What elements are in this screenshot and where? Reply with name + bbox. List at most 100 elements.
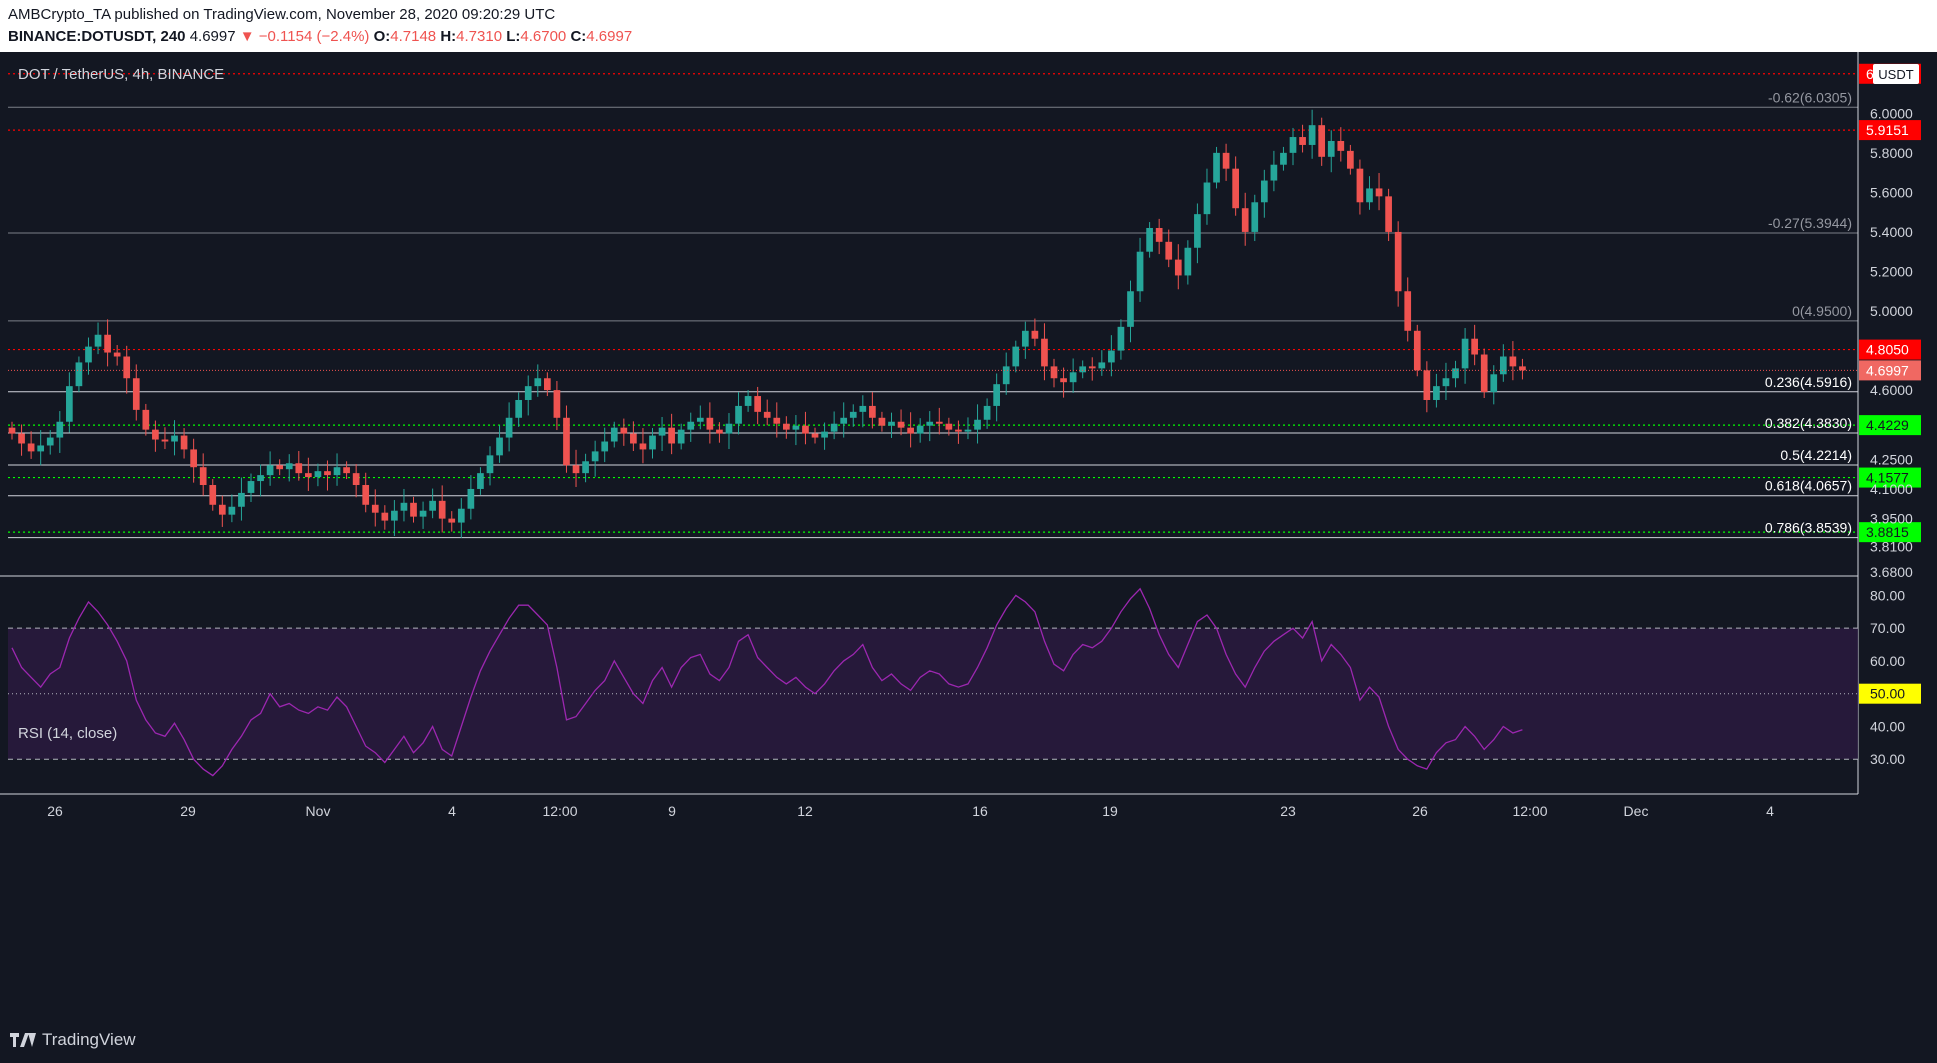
- price-tick-label: 3.6800: [1870, 564, 1913, 580]
- candle-body: [1375, 188, 1383, 197]
- time-tick-label: 29: [180, 803, 196, 819]
- candle-body: [448, 518, 456, 523]
- brand-name: TradingView: [42, 1030, 136, 1049]
- candle-body: [1442, 378, 1450, 387]
- candle-body: [362, 485, 370, 505]
- candle-body: [1347, 150, 1354, 169]
- time-axis[interactable]: 26 29 Nov 4 12:00 9 12 16 19 23 26 12:00 Dec 4: [47, 803, 1774, 819]
- candle-body: [1079, 366, 1087, 373]
- candle-body: [1241, 208, 1249, 232]
- candle-body: [534, 378, 542, 387]
- symbol-label: BINANCE:DOTUSDT, 240: [8, 28, 186, 45]
- level-tag: 5.9151: [1866, 122, 1909, 138]
- time-tick-label: Dec: [1624, 803, 1649, 819]
- fib-label: -0.27(5.3944): [1768, 215, 1852, 231]
- fib-label: -0.62(6.0305): [1768, 89, 1852, 105]
- candle-body: [1165, 241, 1173, 260]
- candle-body: [1088, 366, 1096, 369]
- candle-body: [840, 417, 848, 424]
- candle-body: [553, 390, 561, 418]
- candle-body: [1519, 366, 1526, 371]
- candle-body: [1021, 330, 1029, 347]
- candle-body: [572, 465, 580, 474]
- candle-body: [1318, 125, 1326, 157]
- candle-body: [391, 510, 398, 521]
- candle-body: [1289, 137, 1297, 153]
- candle-body: [544, 378, 551, 391]
- candle-body: [113, 352, 121, 357]
- candle-body: [524, 386, 532, 400]
- rsi-pane-title: RSI (14, close): [18, 725, 117, 742]
- rsi-tick-label: 30.00: [1870, 751, 1905, 767]
- candle-body: [209, 485, 217, 505]
- candle-body: [1356, 168, 1364, 203]
- candle-body: [1203, 182, 1211, 215]
- level-tag-bg: [1859, 339, 1921, 360]
- candle-body: [56, 421, 64, 438]
- candle-body: [486, 455, 494, 474]
- ohlc-line: BINANCE:DOTUSDT, 240 4.6997 ▼ −0.1154 (−…: [8, 28, 632, 45]
- candle-body: [802, 425, 809, 434]
- candle-body: [888, 421, 895, 426]
- candle-body: [1251, 202, 1259, 232]
- currency-badge: [1873, 64, 1919, 84]
- candle-body: [1069, 372, 1077, 383]
- candle-body: [467, 488, 475, 509]
- fib-levels: -0.62(6.0305) -0.27(5.3944) 0(4.9500) 0.236…: [8, 89, 1858, 539]
- candle-body: [333, 467, 341, 476]
- candle-body: [725, 423, 733, 434]
- candle-body: [515, 399, 523, 418]
- price-tick-label: 6.0000: [1870, 105, 1913, 121]
- fib-label: 0.236(4.5916): [1765, 374, 1852, 390]
- candle-body: [1117, 326, 1125, 351]
- price-tick-label: 4.6000: [1870, 382, 1913, 398]
- rsi-mid-tag: 50.00: [1870, 686, 1905, 702]
- fib-label: 0.786(3.8539): [1765, 520, 1852, 536]
- rsi-polyline: [11, 587, 1523, 777]
- price-tick-label: 3.9500: [1870, 511, 1913, 527]
- price-axis[interactable]: 6.0000 5.8000 5.6000 5.4000 5.2000 5.0000 4.60…: [8, 105, 1921, 767]
- candle-body: [974, 419, 981, 430]
- level-tag: 4.1577: [1866, 470, 1909, 486]
- candle-body: [1002, 366, 1010, 385]
- open-value: 4.7148: [390, 28, 437, 45]
- fib-label: 0.382(4.3830): [1765, 415, 1852, 431]
- rsi-tick-label: 80.00: [1870, 587, 1905, 603]
- candle-body: [1327, 140, 1335, 157]
- candle-body: [410, 502, 417, 517]
- candle-body: [1299, 137, 1306, 145]
- candle-body: [668, 427, 675, 444]
- time-tick-label: Nov: [306, 803, 331, 819]
- candle-body: [591, 451, 599, 462]
- candle-body: [935, 421, 943, 424]
- candle-body: [75, 362, 83, 387]
- candle-body: [754, 396, 762, 412]
- price-change: ▼ −0.1154 (−2.4%): [239, 28, 370, 45]
- candle-body: [152, 429, 159, 440]
- price-tick-label: 5.4000: [1870, 224, 1913, 240]
- price-tick-label: 5.6000: [1870, 184, 1913, 200]
- high-value: 4.7310: [456, 28, 503, 45]
- close-value: 4.6997: [586, 28, 633, 45]
- candle-body: [1194, 214, 1201, 248]
- candles: [8, 109, 1526, 538]
- candle-body: [773, 417, 781, 424]
- candle-body: [18, 433, 25, 444]
- candle-body: [601, 441, 609, 452]
- candle-body: [1155, 227, 1163, 242]
- candle-body: [352, 473, 360, 486]
- tradingview-logo[interactable]: TradingView: [10, 1030, 136, 1050]
- candle-body: [983, 405, 991, 420]
- candle-body: [897, 421, 905, 428]
- candle-body: [1366, 188, 1373, 203]
- candle-body: [993, 384, 1000, 406]
- main-pane-title: DOT / TetherUS, 4h, BINANCE: [18, 66, 224, 83]
- time-tick-label: 26: [47, 803, 63, 819]
- publish-info: AMBCrypto_TA published on TradingView.co…: [8, 6, 556, 23]
- level-tag: 3.8815: [1866, 524, 1909, 540]
- candle-body: [247, 481, 255, 493]
- high-label: H:: [440, 28, 457, 45]
- candle-body: [1509, 356, 1517, 367]
- candle-body: [1260, 180, 1268, 203]
